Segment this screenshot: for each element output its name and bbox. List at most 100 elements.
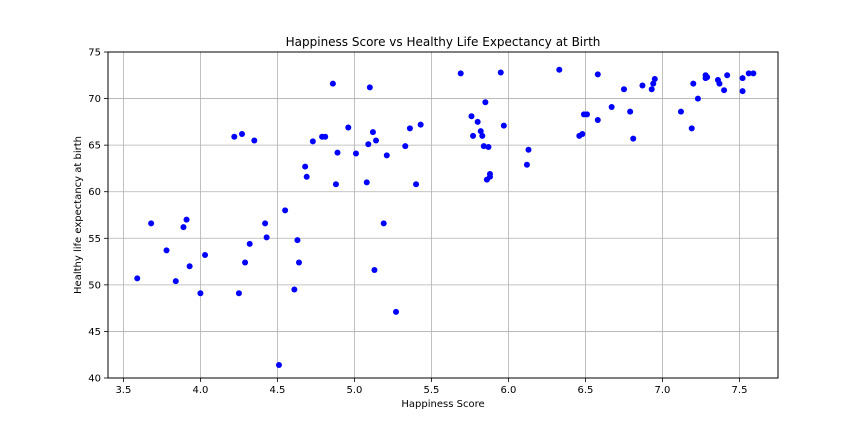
- scatter-point: [406, 125, 413, 132]
- scatter-point: [739, 75, 746, 82]
- scatter-point: [739, 88, 746, 95]
- scatter-point: [470, 132, 477, 139]
- scatter-point: [704, 74, 711, 81]
- scatter-point: [556, 66, 563, 73]
- scatter-point: [363, 179, 370, 186]
- scatter-point: [750, 70, 757, 77]
- scatter-point: [373, 137, 379, 144]
- scatter-point: [183, 216, 190, 223]
- x-tick-label: 4.0: [192, 385, 208, 396]
- scatter-point: [579, 130, 586, 137]
- scatter-point: [371, 266, 378, 273]
- grid-lines: [108, 51, 778, 379]
- y-tick-label: 40: [88, 374, 101, 385]
- scatter-point: [594, 71, 601, 78]
- scatter-point: [334, 149, 341, 156]
- scatter-point: [523, 161, 530, 168]
- scatter-point: [282, 207, 289, 214]
- scatter-point: [479, 132, 486, 139]
- scatter-point: [677, 108, 684, 115]
- scatter-point: [650, 80, 657, 87]
- x-tick-label: 7.0: [655, 385, 671, 396]
- y-tick-label: 60: [88, 187, 101, 198]
- scatter-point: [231, 133, 238, 140]
- scatter-point: [457, 70, 464, 77]
- scatter-point: [239, 130, 245, 137]
- scatter-point: [485, 144, 492, 151]
- x-axis-label: Happiness Score: [401, 399, 484, 410]
- x-axis-ticks: 3.5 4.0 4.5 5.0 5.5 6.0 6.5 7.0 7.5: [115, 378, 747, 396]
- scatter-point: [383, 152, 390, 159]
- scatter-point: [246, 240, 253, 247]
- scatter-point: [332, 181, 339, 188]
- scatter-point: [417, 121, 424, 128]
- scatter-point: [235, 290, 242, 297]
- scatter-point: [262, 220, 269, 227]
- scatter-point: [525, 146, 532, 153]
- x-tick-label: 7.5: [732, 385, 748, 396]
- scatter-point: [352, 150, 359, 157]
- scatter-point: [134, 275, 141, 282]
- scatter-point: [345, 124, 352, 131]
- y-tick-label: 75: [88, 48, 101, 59]
- scatter-point: [745, 70, 752, 77]
- scatter-point: [294, 237, 301, 244]
- y-axis-ticks: 40 45 50 55 60 65 70 75: [88, 48, 108, 385]
- x-tick-label: 6.0: [501, 385, 517, 396]
- scatter-point: [480, 143, 487, 150]
- x-tick-label: 5.5: [423, 385, 439, 396]
- scatter-point: [630, 135, 637, 142]
- scatter-point: [648, 86, 655, 93]
- scatter-point: [366, 84, 373, 91]
- scatter-point: [468, 113, 475, 120]
- scatter-point: [482, 99, 489, 106]
- scatter-point: [486, 173, 493, 180]
- scatter-point: [186, 263, 193, 270]
- scatter-point: [639, 82, 646, 89]
- scatter-point: [594, 116, 601, 123]
- scatter-point: [627, 108, 634, 115]
- scatter-point: [180, 224, 187, 231]
- scatter-point: [263, 234, 270, 241]
- scatter-point: [197, 290, 204, 297]
- x-tick-label: 5.0: [346, 385, 362, 396]
- x-tick-label: 4.5: [269, 385, 285, 396]
- scatter-point: [163, 247, 170, 254]
- y-tick-label: 45: [88, 327, 101, 338]
- scatter-point: [402, 143, 409, 150]
- scatter-point: [724, 72, 731, 79]
- scatter-point: [251, 137, 258, 144]
- scatter-point: [148, 220, 155, 227]
- scatter-point: [608, 103, 615, 110]
- scatter-point: [365, 141, 372, 148]
- chart-title: Happiness Score vs Healthy Life Expectan…: [286, 35, 601, 49]
- plot-frame: [107, 51, 779, 379]
- y-axis-label: Healthy life expectancy at birth: [73, 136, 84, 294]
- scatter-point: [688, 125, 695, 132]
- x-tick-label: 3.5: [115, 385, 131, 396]
- y-tick-label: 50: [88, 280, 101, 291]
- scatter-point: [694, 95, 701, 102]
- scatter-point: [721, 87, 728, 94]
- scatter-point: [380, 220, 387, 227]
- scatter-point: [309, 138, 316, 145]
- scatter-point: [716, 80, 723, 87]
- scatter-point: [584, 111, 591, 118]
- y-tick-label: 65: [88, 141, 101, 152]
- scatter-point: [322, 133, 329, 140]
- scatter-point: [303, 173, 310, 180]
- scatter-point: [651, 76, 658, 83]
- scatter-point: [690, 80, 697, 87]
- scatter-point: [242, 259, 249, 266]
- scatter-point: [477, 128, 484, 135]
- scatter-point: [620, 86, 627, 93]
- scatter-point: [172, 278, 179, 285]
- scatter-point: [497, 69, 504, 76]
- scatter-point: [302, 163, 309, 170]
- scatter-point: [291, 286, 298, 293]
- scatter-point: [369, 129, 376, 136]
- scatter-point: [413, 181, 420, 188]
- scatter-point: [393, 308, 400, 315]
